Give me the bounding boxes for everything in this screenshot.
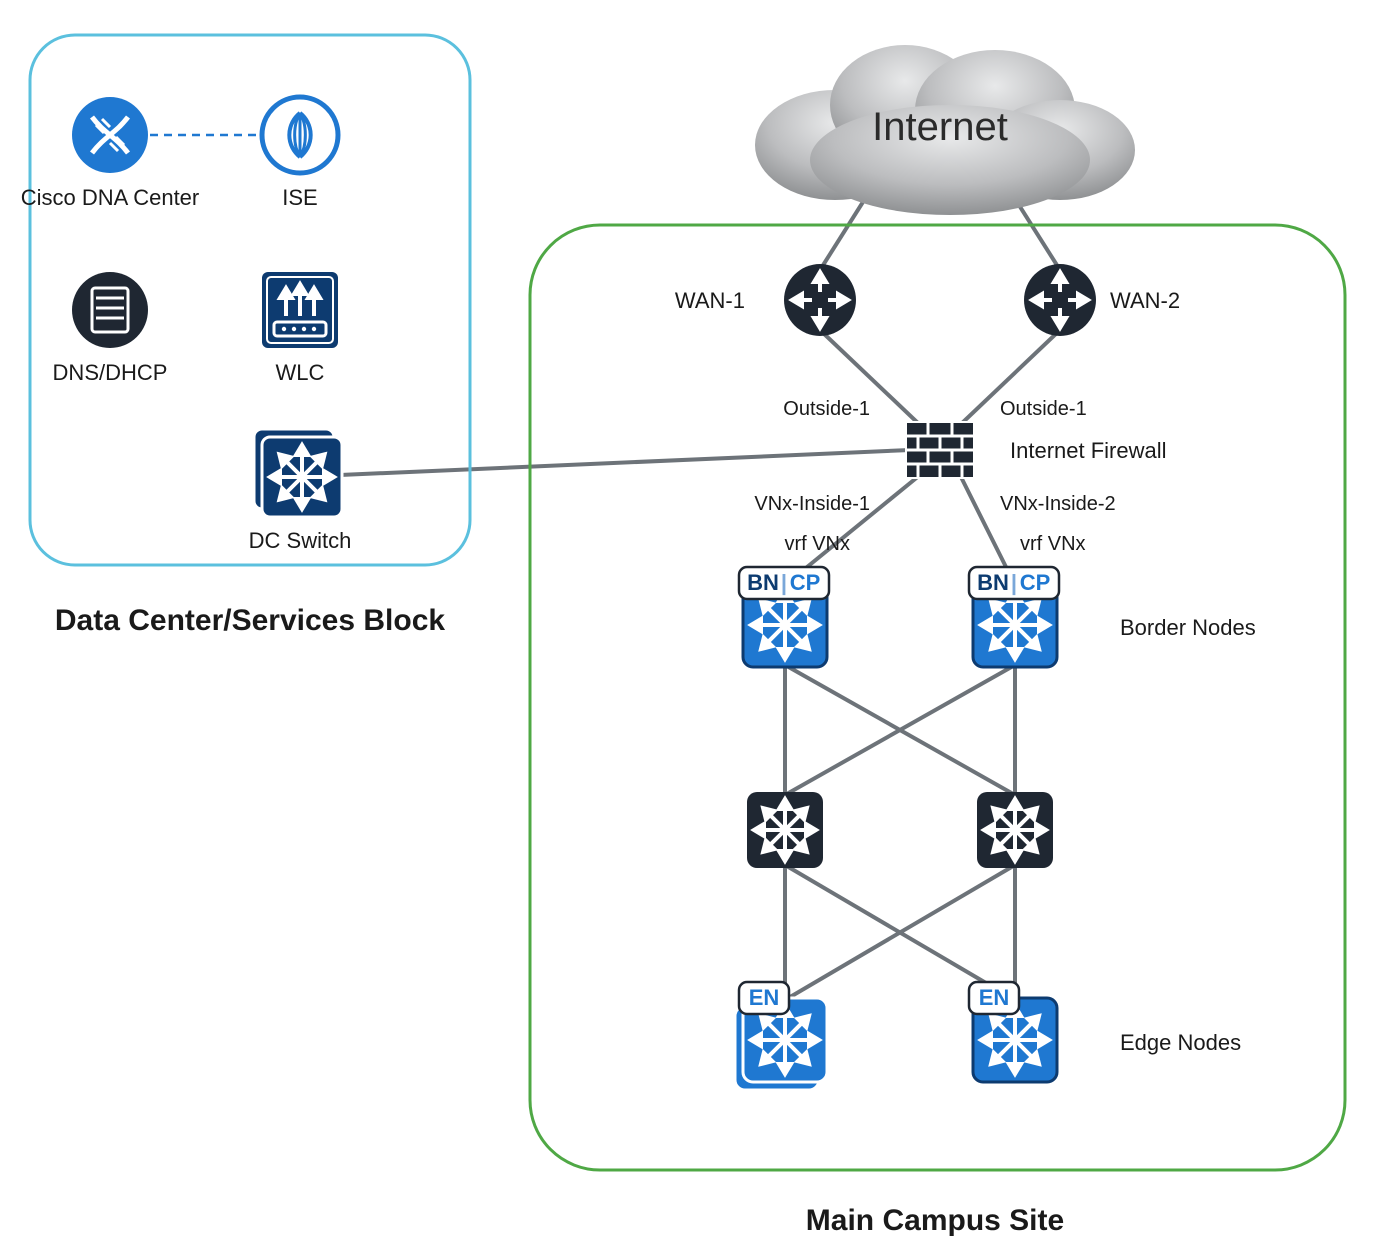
inside2-label: VNx-Inside-2 [1000, 493, 1116, 515]
internet-cloud: Internet [755, 45, 1135, 215]
campus-block [530, 225, 1345, 1170]
campus-title: Main Campus Site [806, 1204, 1064, 1237]
vrf1-label: vrf VNx [784, 533, 850, 555]
wan1-label: WAN-1 [675, 288, 745, 313]
dc-switch-icon [254, 429, 342, 517]
vrf2-label: vrf VNx [1020, 533, 1086, 555]
dna-label: Cisco DNA Center [21, 185, 200, 210]
en-badge: EN [979, 985, 1010, 1010]
en-badge: EN [749, 985, 780, 1010]
outside2-label: Outside-1 [1000, 398, 1087, 420]
dc-title: Data Center/Services Block [55, 604, 446, 637]
inside1-label: VNx-Inside-1 [754, 493, 870, 515]
border2-switch-icon: BN | CP [969, 567, 1059, 667]
outside1-label: Outside-1 [783, 398, 870, 420]
bn-badge: BN [747, 570, 779, 595]
dna-center-icon [72, 97, 148, 173]
svg-text:|: | [1011, 570, 1017, 595]
wlc-label: WLC [276, 360, 325, 385]
ise-label: ISE [282, 185, 317, 210]
wlc-icon [262, 272, 338, 348]
wan2-label: WAN-2 [1110, 288, 1180, 313]
dns-dhcp-icon [72, 272, 148, 348]
ise-icon [262, 97, 338, 173]
firewall-label: Internet Firewall [1010, 438, 1167, 463]
wan2-router-icon [1024, 264, 1096, 336]
links-layer [150, 135, 1060, 1000]
svg-text:|: | [781, 570, 787, 595]
firewall-icon [906, 422, 974, 478]
dist2-switch-icon [977, 792, 1053, 868]
wan1-router-icon [784, 264, 856, 336]
edge1-switch-icon: EN [735, 982, 827, 1090]
border1-switch-icon: BN | CP [739, 567, 829, 667]
dcswitch-label: DC Switch [249, 528, 352, 553]
edge-nodes-label: Edge Nodes [1120, 1030, 1241, 1055]
border-nodes-label: Border Nodes [1120, 615, 1256, 640]
dist1-switch-icon [747, 792, 823, 868]
bn-badge: BN [977, 570, 1009, 595]
internet-label: Internet [872, 105, 1008, 149]
edge2-switch-icon: EN [969, 982, 1057, 1082]
cp-badge: CP [1020, 570, 1051, 595]
cp-badge: CP [790, 570, 821, 595]
dns-label: DNS/DHCP [53, 360, 168, 385]
